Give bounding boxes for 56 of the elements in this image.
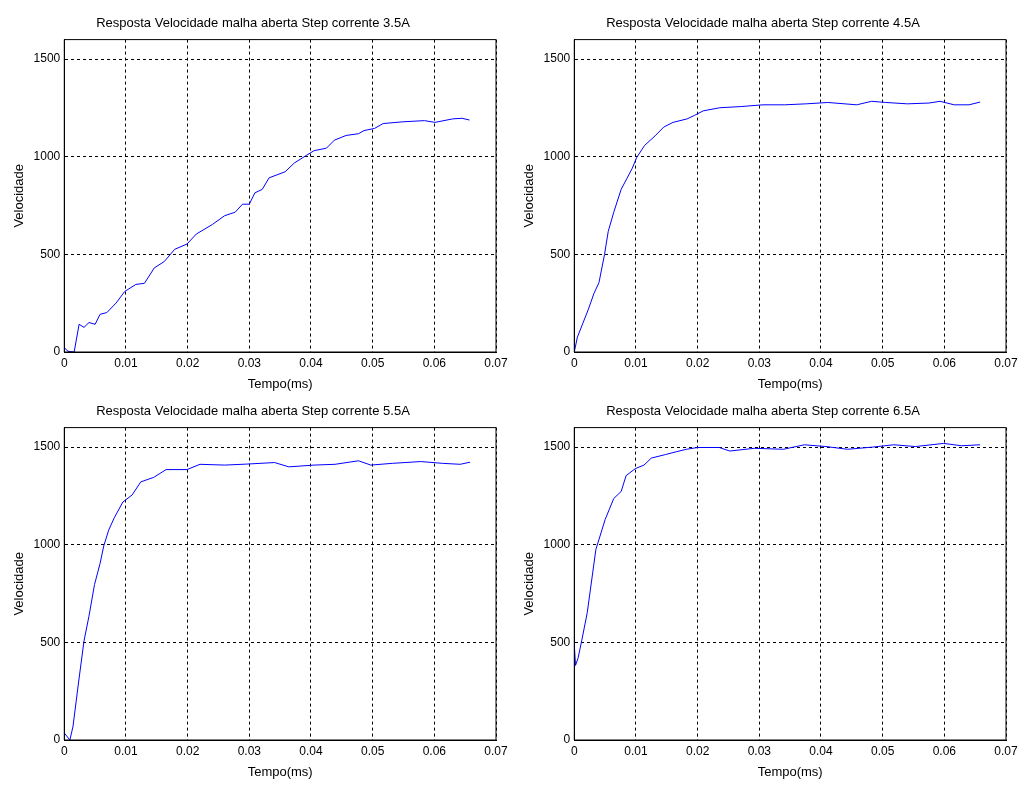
y-axis-title: Velocidade bbox=[11, 163, 27, 228]
chart-title: Resposta Velocidade malha aberta Step corrente 5.5A bbox=[96, 403, 411, 419]
x-axis-title: Tempo(ms) bbox=[247, 375, 313, 391]
chart-title: Resposta Velocidade malha aberta Step corrente 6.5A bbox=[606, 403, 921, 419]
y-tick-label: 500 bbox=[40, 634, 61, 649]
x-tick-label: 0.03 bbox=[237, 355, 262, 370]
y-tick-label: 1500 bbox=[33, 439, 61, 454]
x-tick-label: 0.03 bbox=[747, 355, 772, 370]
x-tick-label: 0.03 bbox=[237, 743, 262, 758]
x-tick-label: 0.04 bbox=[299, 355, 323, 370]
x-tick-label: 0.01 bbox=[624, 355, 648, 370]
y-axis-title: Velocidade bbox=[521, 551, 537, 616]
y-tick-label: 500 bbox=[550, 634, 571, 649]
x-tick-label: 0.03 bbox=[747, 743, 772, 758]
y-tick-label: 500 bbox=[40, 246, 61, 261]
y-tick-label: 1500 bbox=[543, 51, 571, 66]
chart-title: Resposta Velocidade malha aberta Step corrente 4.5A bbox=[606, 15, 921, 31]
x-tick-label: 0.05 bbox=[360, 355, 385, 370]
x-tick-label: 0.06 bbox=[932, 743, 957, 758]
y-tick-label: 1000 bbox=[33, 149, 61, 164]
x-tick-label: 0.02 bbox=[685, 743, 710, 758]
x-tick-label: 0.02 bbox=[685, 355, 710, 370]
y-tick-label: 1000 bbox=[33, 537, 61, 552]
chart-title: Resposta Velocidade malha aberta Step corrente 3.5A bbox=[96, 15, 411, 31]
x-tick-label: 0.07 bbox=[994, 743, 1018, 758]
x-tick-label: 0.01 bbox=[114, 355, 138, 370]
y-tick-label: 1500 bbox=[543, 439, 571, 454]
y-tick-label: 0 bbox=[53, 344, 61, 359]
x-tick-label: 0.01 bbox=[114, 743, 138, 758]
y-tick-label: 0 bbox=[563, 732, 571, 747]
x-tick-label: 0.02 bbox=[175, 355, 200, 370]
y-axis-title: Velocidade bbox=[521, 163, 537, 228]
y-tick-label: 1000 bbox=[543, 149, 571, 164]
x-tick-label: 0.04 bbox=[299, 743, 323, 758]
x-tick-label: 0.06 bbox=[422, 743, 447, 758]
x-tick-label: 0.04 bbox=[809, 743, 833, 758]
x-tick-label: 0.05 bbox=[870, 355, 895, 370]
x-axis-title: Tempo(ms) bbox=[757, 763, 823, 779]
x-tick-label: 0.06 bbox=[422, 355, 447, 370]
x-axis-title: Tempo(ms) bbox=[247, 763, 313, 779]
x-tick-label: 0.02 bbox=[175, 743, 200, 758]
x-tick-label: 0.07 bbox=[484, 743, 508, 758]
y-tick-label: 1000 bbox=[543, 537, 571, 552]
x-tick-label: 0.06 bbox=[932, 355, 957, 370]
y-axis-title: Velocidade bbox=[11, 551, 27, 616]
x-tick-label: 0.01 bbox=[624, 743, 648, 758]
x-axis-title: Tempo(ms) bbox=[757, 375, 823, 391]
y-tick-label: 500 bbox=[550, 246, 571, 261]
x-tick-label: 0.05 bbox=[360, 743, 385, 758]
x-tick-label: 0.07 bbox=[994, 355, 1018, 370]
x-tick-label: 0.07 bbox=[484, 355, 508, 370]
x-tick-label: 0.04 bbox=[809, 355, 833, 370]
x-tick-label: 0.05 bbox=[870, 743, 895, 758]
y-tick-label: 1500 bbox=[33, 51, 61, 66]
y-tick-label: 0 bbox=[53, 732, 61, 747]
y-tick-label: 0 bbox=[563, 344, 571, 359]
